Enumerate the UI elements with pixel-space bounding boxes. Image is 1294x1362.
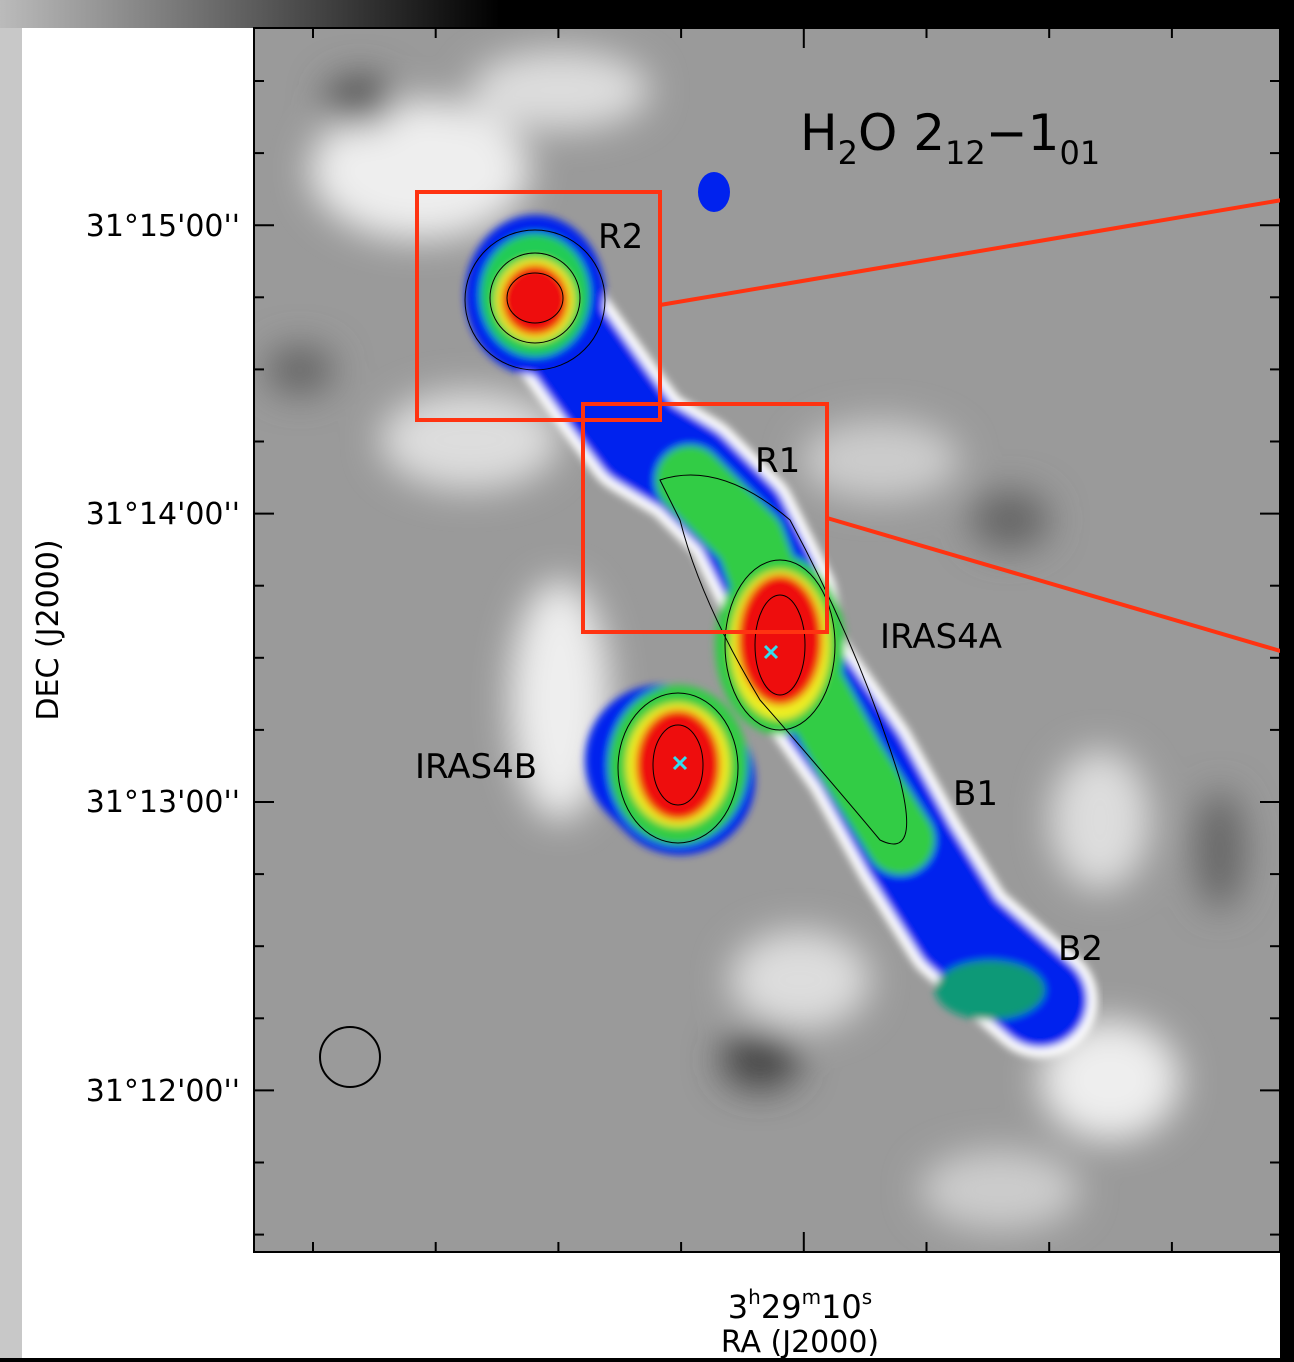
tick-sup: m bbox=[802, 1285, 821, 1309]
tick-part: 3 bbox=[728, 1288, 748, 1326]
y-tick-label: 31°12'00'' bbox=[86, 1074, 240, 1109]
emission-spot bbox=[698, 172, 730, 212]
region-label: R2 bbox=[598, 217, 643, 257]
frame-gradient bbox=[0, 0, 500, 28]
label-sub: 2 bbox=[838, 134, 858, 172]
label-part: O 2 bbox=[858, 104, 945, 162]
label-part: H bbox=[800, 104, 838, 162]
tick-sup: h bbox=[748, 1285, 761, 1309]
y-tick-label: 31°14'00'' bbox=[86, 497, 240, 532]
tick-part: 29 bbox=[761, 1288, 802, 1326]
tick-part: 10 bbox=[821, 1288, 862, 1326]
region-label: R1 bbox=[755, 441, 800, 481]
label-sub: 12 bbox=[945, 134, 986, 172]
x-axis-label: RA (J2000) bbox=[721, 1325, 879, 1358]
region-label: B1 bbox=[953, 774, 998, 814]
figure: H2O 212−101 R2 R1 IRAS4A IRAS4B B1 B2 31… bbox=[0, 0, 1294, 1358]
region-label: IRAS4A bbox=[880, 617, 1002, 657]
region-label: IRAS4B bbox=[415, 747, 537, 787]
map bbox=[254, 28, 1280, 1252]
region-label: B2 bbox=[1058, 929, 1103, 969]
tick-sup: s bbox=[862, 1285, 872, 1309]
page: {"line_label": {"parts": ["H", "2", "O 2… bbox=[0, 0, 1294, 1358]
label-sub: 01 bbox=[1059, 134, 1100, 172]
frame-right bbox=[1280, 0, 1294, 1358]
label-part: −1 bbox=[986, 104, 1060, 162]
frame-edge bbox=[0, 28, 22, 1358]
y-tick-label: 31°13'00'' bbox=[86, 785, 240, 820]
y-axis-label: DEC (J2000) bbox=[31, 539, 66, 720]
y-tick-label: 31°15'00'' bbox=[86, 209, 240, 244]
